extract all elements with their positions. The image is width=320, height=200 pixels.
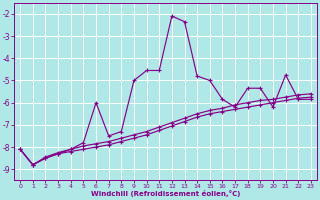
X-axis label: Windchill (Refroidissement éolien,°C): Windchill (Refroidissement éolien,°C) xyxy=(91,190,240,197)
